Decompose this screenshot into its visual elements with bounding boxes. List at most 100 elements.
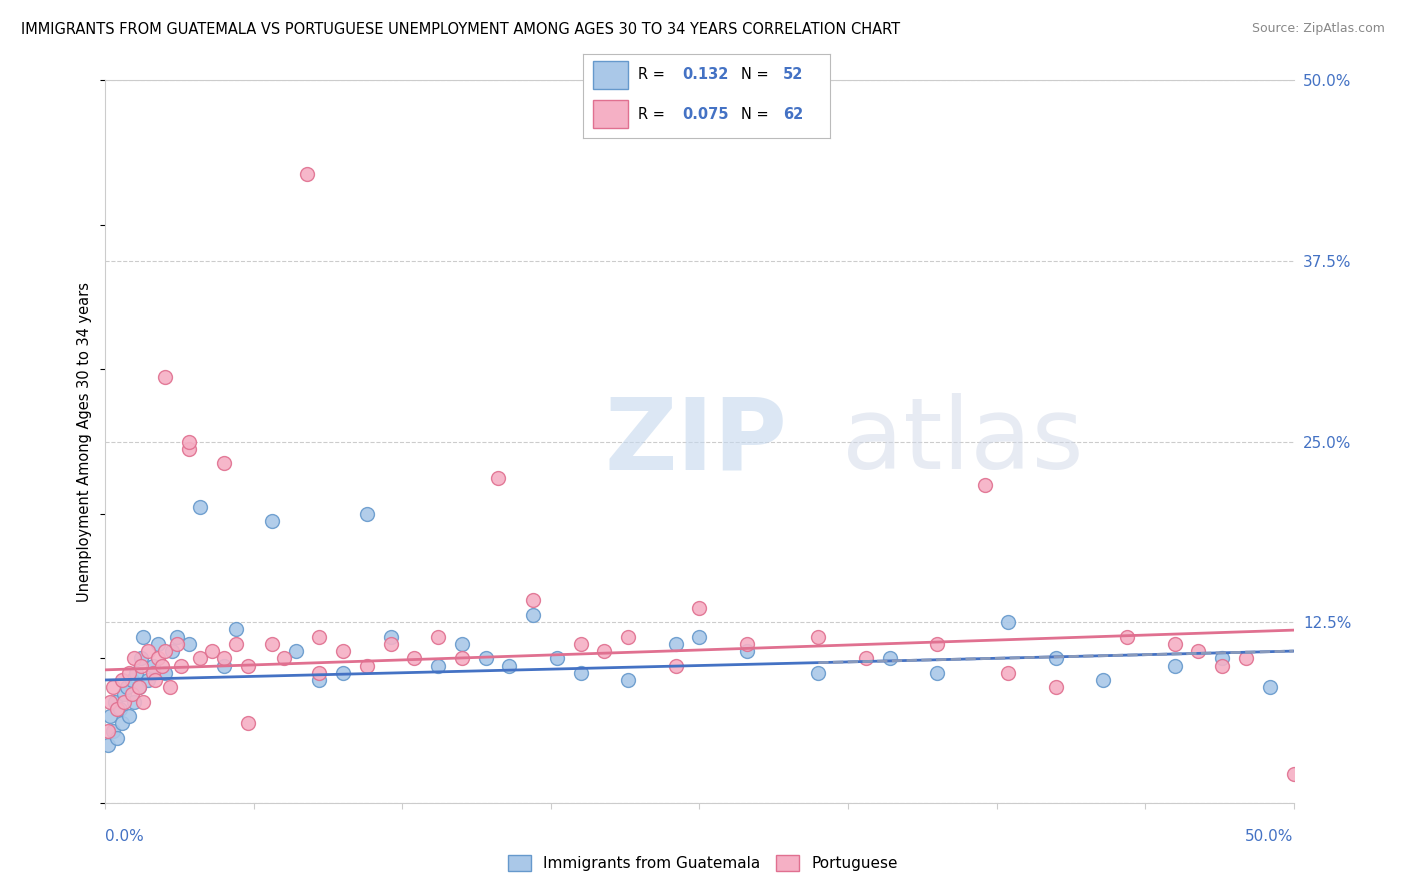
Point xyxy=(160,644,183,658)
Text: 52: 52 xyxy=(783,67,803,82)
Point xyxy=(356,658,378,673)
Point xyxy=(260,637,283,651)
Point xyxy=(569,637,592,651)
Point xyxy=(546,651,568,665)
Text: N =: N = xyxy=(741,107,773,122)
Point xyxy=(128,680,150,694)
Point xyxy=(1116,630,1139,644)
Point xyxy=(153,644,176,658)
Point xyxy=(97,738,120,752)
Point xyxy=(136,673,159,687)
Point xyxy=(427,658,450,673)
Point xyxy=(114,695,136,709)
Point xyxy=(142,658,165,673)
Point xyxy=(404,651,426,665)
Point xyxy=(129,658,152,673)
Text: 0.132: 0.132 xyxy=(682,67,728,82)
Point xyxy=(104,695,127,709)
Point xyxy=(1187,644,1209,658)
Point xyxy=(1211,651,1233,665)
Text: IMMIGRANTS FROM GUATEMALA VS PORTUGUESE UNEMPLOYMENT AMONG AGES 30 TO 34 YEARS C: IMMIGRANTS FROM GUATEMALA VS PORTUGUESE … xyxy=(21,22,900,37)
Point xyxy=(474,651,496,665)
Point xyxy=(1282,767,1305,781)
FancyBboxPatch shape xyxy=(593,100,627,128)
Point xyxy=(105,702,128,716)
Point xyxy=(122,695,145,709)
Point xyxy=(225,637,247,651)
Point xyxy=(132,695,155,709)
Text: 0.0%: 0.0% xyxy=(105,830,145,844)
Point xyxy=(855,651,877,665)
Text: 50.0%: 50.0% xyxy=(1246,830,1294,844)
Point xyxy=(1045,651,1067,665)
Point xyxy=(332,665,354,680)
Text: R =: R = xyxy=(638,107,669,122)
Point xyxy=(735,644,758,658)
Point xyxy=(108,702,131,716)
Point xyxy=(159,680,181,694)
Point xyxy=(807,630,830,644)
Point xyxy=(450,637,472,651)
Point xyxy=(689,630,711,644)
Point xyxy=(308,665,330,680)
Point xyxy=(486,471,509,485)
Point xyxy=(925,637,948,651)
Point xyxy=(1045,680,1067,694)
Text: 62: 62 xyxy=(783,107,803,122)
Point xyxy=(1092,673,1115,687)
Point xyxy=(97,723,120,738)
Point xyxy=(973,478,995,492)
Point xyxy=(807,665,830,680)
Point xyxy=(284,644,307,658)
Legend: Immigrants from Guatemala, Portuguese: Immigrants from Guatemala, Portuguese xyxy=(502,849,904,877)
Point xyxy=(997,615,1019,630)
Point xyxy=(308,673,330,687)
Point xyxy=(1211,658,1233,673)
Point xyxy=(101,723,124,738)
Point xyxy=(118,709,141,723)
Text: 0.075: 0.075 xyxy=(682,107,728,122)
Point xyxy=(617,673,640,687)
Point xyxy=(153,369,176,384)
Point xyxy=(380,630,402,644)
Point xyxy=(689,600,711,615)
Point xyxy=(332,644,354,658)
Point xyxy=(153,665,176,680)
Point xyxy=(129,651,152,665)
Point xyxy=(297,167,319,181)
Point xyxy=(214,456,236,470)
Point xyxy=(380,637,402,651)
Point xyxy=(101,680,124,694)
FancyBboxPatch shape xyxy=(593,62,627,89)
Point xyxy=(225,623,247,637)
Point xyxy=(450,651,472,665)
Point xyxy=(98,695,121,709)
Text: Source: ZipAtlas.com: Source: ZipAtlas.com xyxy=(1251,22,1385,36)
Point xyxy=(879,651,901,665)
Point xyxy=(152,658,174,673)
Point xyxy=(1164,637,1187,651)
Point xyxy=(273,651,295,665)
Point xyxy=(143,673,166,687)
Point xyxy=(146,637,169,651)
Point xyxy=(146,651,169,665)
Point xyxy=(114,687,136,701)
Point xyxy=(214,658,236,673)
Point xyxy=(121,687,143,701)
Text: atlas: atlas xyxy=(842,393,1084,490)
Point xyxy=(1164,658,1187,673)
Point xyxy=(190,500,212,514)
Point xyxy=(665,637,688,651)
Point xyxy=(201,644,224,658)
Point xyxy=(128,680,150,694)
Point xyxy=(98,709,121,723)
Point xyxy=(236,716,259,731)
Point xyxy=(997,665,1019,680)
Text: N =: N = xyxy=(741,67,773,82)
Point xyxy=(177,434,200,449)
Point xyxy=(522,593,544,607)
Point xyxy=(105,731,128,745)
Point xyxy=(236,658,259,673)
Point xyxy=(111,716,134,731)
Point xyxy=(166,630,188,644)
